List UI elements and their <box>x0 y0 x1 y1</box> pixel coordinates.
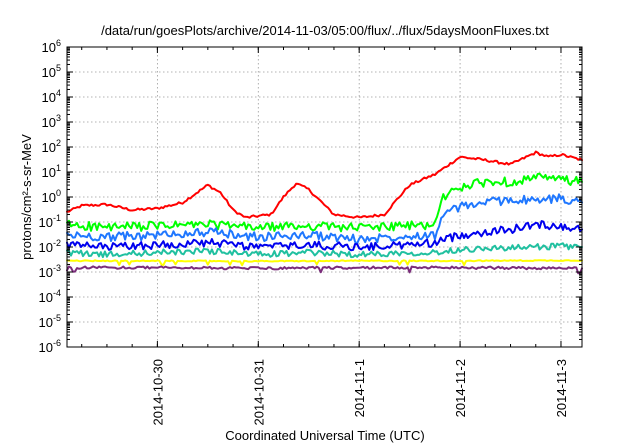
y-tick-label: 102 <box>42 138 61 155</box>
series-line <box>66 259 583 267</box>
y-tick-label: 10-1 <box>39 213 61 230</box>
series-line <box>66 150 583 219</box>
series-line <box>66 265 583 275</box>
axes: 10-6 10-5 10-4 10-3 10-2 10-1 100 101 102 103 104 1… <box>39 38 582 426</box>
y-tick-label: 10-6 <box>39 338 61 355</box>
x-tick-label: 2014-11-3 <box>554 359 569 417</box>
series-layer <box>66 150 583 275</box>
y-axis-title: protons/cm²-s-sr-MeV <box>19 134 34 260</box>
y-tick-label: 103 <box>42 113 61 130</box>
y-tick-label: 10-5 <box>39 313 61 330</box>
y-tick-label: 10-2 <box>39 238 61 255</box>
y-tick-label: 106 <box>42 38 61 55</box>
series-line <box>66 172 583 233</box>
chart-title: /data/run/goesPlots/archive/2014-11-03/0… <box>101 23 549 38</box>
series-line <box>66 193 583 245</box>
series-line <box>66 242 583 259</box>
x-tick-label: 2014-11-1 <box>352 359 367 417</box>
y-tick-label: 10-4 <box>39 288 61 305</box>
y-tick-label: 105 <box>42 63 61 80</box>
x-tick-label: 2014-10-30 <box>150 359 165 426</box>
y-tick-label: 10-3 <box>39 263 61 280</box>
y-tick-label: 101 <box>42 163 61 180</box>
x-axis-title: Coordinated Universal Time (UTC) <box>225 428 424 443</box>
y-tick-label: 100 <box>42 188 61 205</box>
y-tick-label: 104 <box>42 88 61 105</box>
x-tick-label: 2014-10-31 <box>251 359 266 426</box>
series-line <box>66 220 583 252</box>
x-tick-label: 2014-11-2 <box>453 359 468 417</box>
